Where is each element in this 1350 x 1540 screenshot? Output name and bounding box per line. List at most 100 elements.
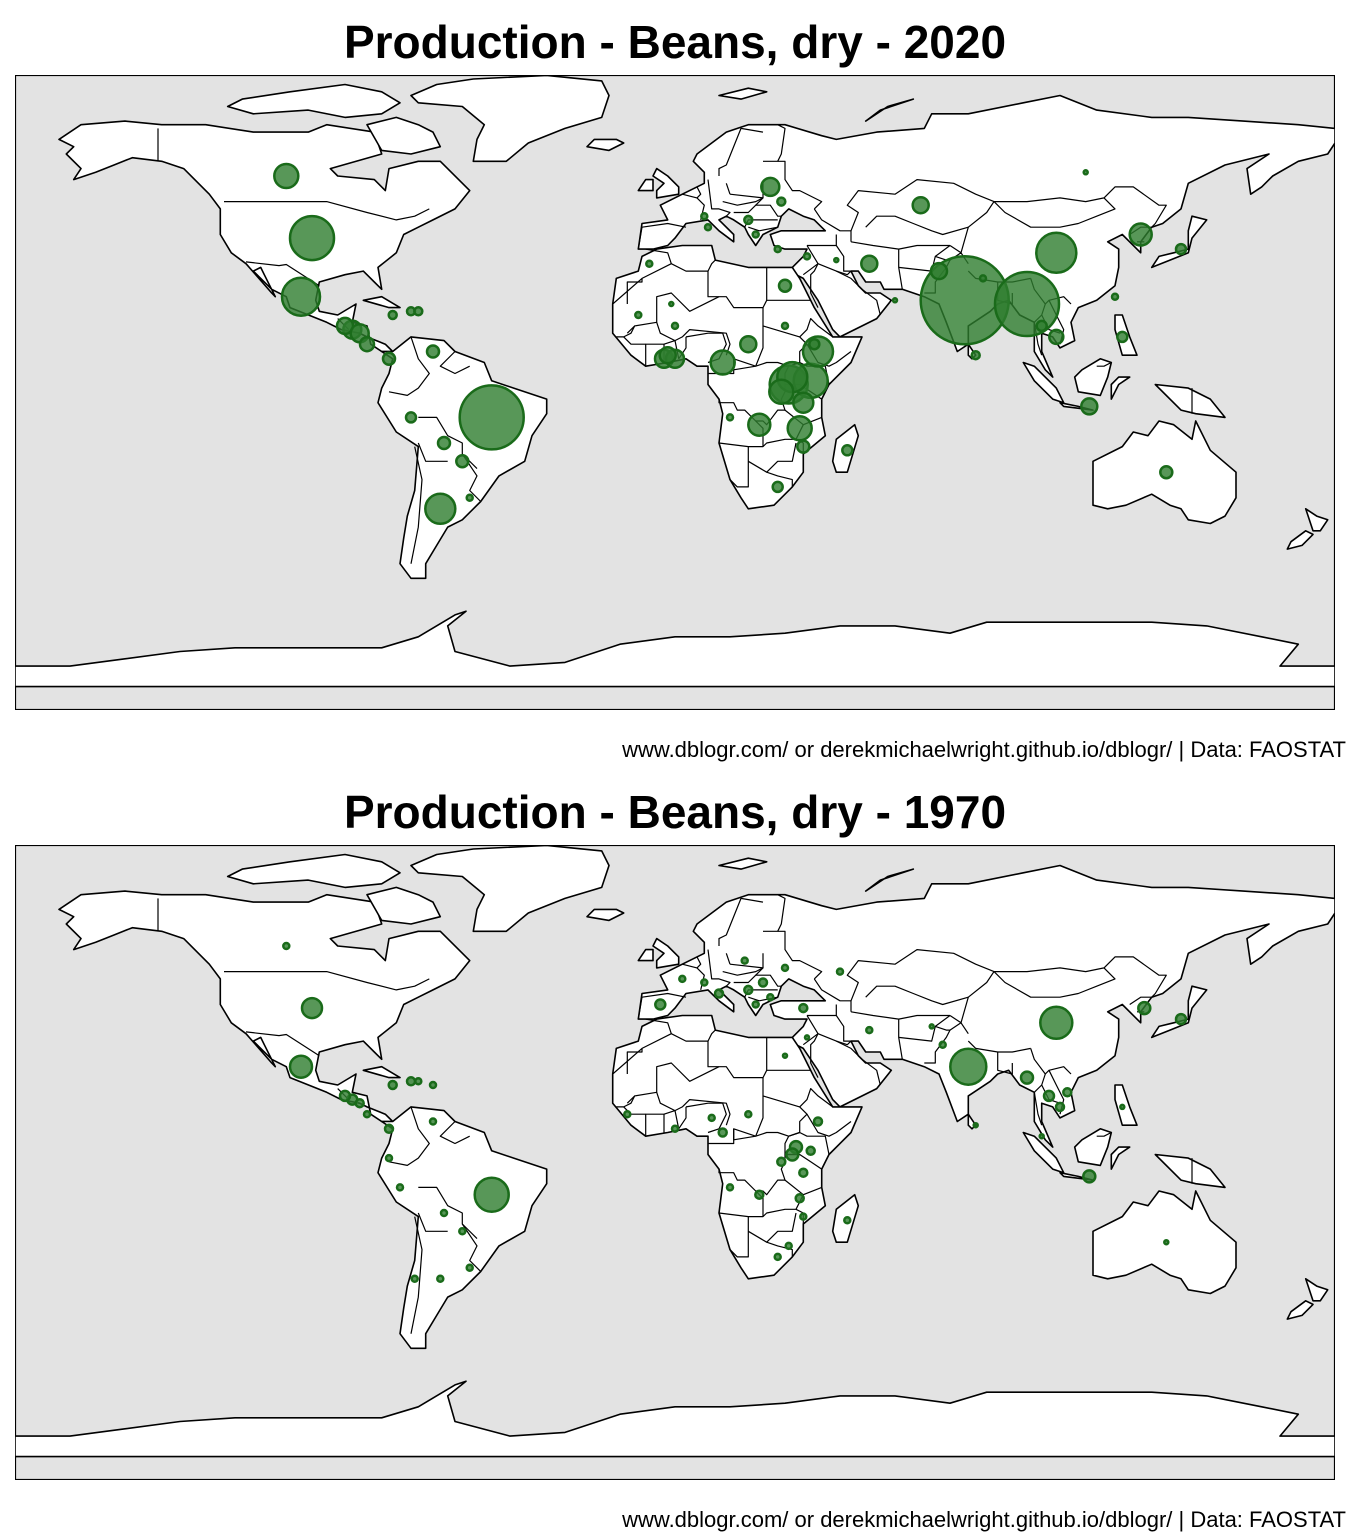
production-bubble (776, 1156, 787, 1168)
production-bubble (1042, 1089, 1056, 1103)
production-bubble (766, 992, 775, 1002)
country-border (718, 897, 764, 946)
landmass-philippines (1114, 1084, 1138, 1127)
country-border (802, 1015, 819, 1046)
country-border (898, 244, 950, 250)
production-bubble (700, 978, 709, 987)
country-border (388, 336, 430, 396)
production-bubble (739, 334, 758, 354)
country-border (763, 160, 823, 210)
country-border (656, 322, 731, 356)
production-bubble (458, 384, 525, 451)
production-bubble (796, 439, 811, 454)
country-border (718, 399, 785, 426)
production-bubble (805, 1145, 816, 1157)
production-bubble (781, 1052, 789, 1059)
country-border (898, 1015, 951, 1042)
landmass-sulawesi (1110, 1146, 1131, 1170)
production-bubble (1038, 1132, 1045, 1140)
country-border (707, 179, 731, 217)
production-bubble (634, 310, 643, 320)
production-bubble (978, 274, 988, 283)
production-bubble (455, 454, 470, 469)
country-border (777, 124, 786, 162)
production-bubble (1128, 222, 1153, 247)
production-bubble (1137, 1000, 1152, 1016)
landmass-cuba (362, 295, 401, 309)
country-border (898, 1014, 950, 1020)
country-border (810, 263, 819, 308)
production-bubble (473, 1176, 510, 1213)
production-bubble (754, 1189, 765, 1200)
landmass-eurasia (637, 864, 1335, 1148)
landmass-new-zealand-south (1286, 1299, 1314, 1320)
country-border (810, 1033, 819, 1078)
country-border (645, 1113, 665, 1137)
landmass-novaya-zemlya (864, 98, 915, 122)
production-bubble (792, 391, 815, 414)
landmass-greenland (410, 845, 610, 933)
production-bubble (835, 967, 845, 976)
country-border (766, 471, 793, 487)
production-bubble (1054, 1101, 1066, 1113)
production-bubble (865, 1025, 874, 1035)
production-bubble (405, 1076, 417, 1087)
world-map (15, 845, 1335, 1480)
country-border (678, 1106, 687, 1130)
production-bubble (891, 297, 899, 304)
map-title: Production - Beans, dry - 2020 (343, 16, 1007, 68)
production-bubble (751, 230, 760, 239)
country-border (417, 1212, 448, 1232)
country-border (777, 894, 786, 932)
production-bubble (280, 276, 322, 317)
production-bubble (384, 1153, 394, 1163)
production-bubble (743, 984, 754, 996)
production-bubble (288, 214, 336, 262)
country-border (729, 446, 749, 488)
country-border (616, 1095, 636, 1108)
production-bubble (623, 1109, 632, 1119)
production-bubble (425, 344, 441, 359)
production-bubble (273, 162, 300, 190)
production-bubble (670, 321, 680, 331)
production-bubble (841, 444, 854, 457)
country-border (835, 245, 851, 272)
country-border (722, 963, 764, 976)
production-bubble (802, 252, 812, 261)
landmass-eurasia (637, 94, 1335, 378)
production-bubble (439, 1208, 449, 1218)
map-title: Production - Beans, dry - 1970 (343, 786, 1007, 838)
country-border (707, 949, 731, 987)
landmass-britain (652, 937, 680, 969)
country-border (410, 1216, 423, 1334)
country-border (707, 267, 768, 309)
production-bubble (780, 963, 790, 973)
production-bubble (338, 1089, 352, 1103)
production-bubble (1019, 1070, 1035, 1085)
country-border (729, 1216, 749, 1258)
country-border (245, 1031, 320, 1057)
country-border (388, 1106, 430, 1166)
production-bubble (785, 1147, 800, 1162)
landmass-greenland (410, 75, 610, 163)
production-bubble (776, 196, 787, 207)
landmass-britain (652, 167, 680, 199)
country-border (708, 358, 756, 375)
source-caption: www.dblogr.com/ or derekmichaelwright.gi… (622, 737, 1346, 762)
landmass-new-zealand-south (1286, 529, 1314, 550)
country-border (623, 336, 646, 345)
country-border (439, 1121, 470, 1145)
production-bubble (413, 306, 424, 317)
country-border (1096, 1131, 1112, 1137)
production-bubble (993, 270, 1061, 338)
production-bubble (786, 415, 813, 442)
landmass-borneo (1073, 1127, 1113, 1167)
country-border (836, 270, 881, 316)
production-bubble (1035, 231, 1078, 275)
country-border (685, 1102, 727, 1134)
production-bubble (1174, 1012, 1188, 1026)
production-bubble (362, 1109, 372, 1119)
country-border (935, 1022, 969, 1035)
production-bubble (760, 176, 781, 198)
production-bubble (709, 349, 736, 376)
